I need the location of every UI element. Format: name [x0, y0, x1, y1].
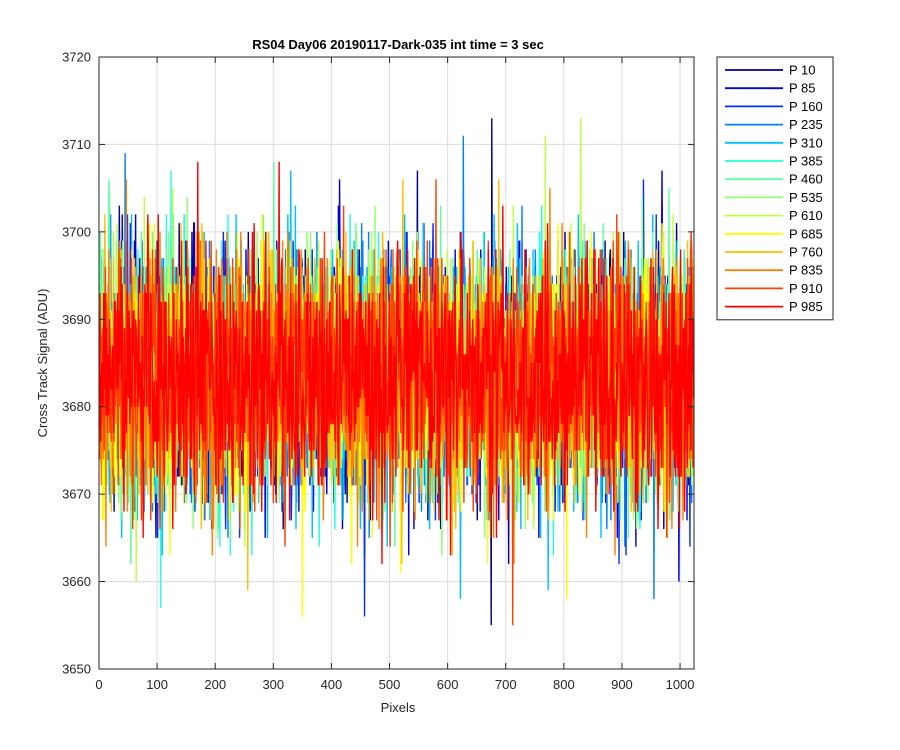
x-tick-label: 400	[321, 677, 343, 692]
plot-frame	[98, 56, 695, 670]
legend-label: P 760	[789, 245, 823, 260]
axes: 0 100 200 300 400 500 600 700 800 900 1000 3650 3660…	[62, 50, 694, 693]
x-tick-label: 700	[495, 677, 517, 692]
x-tick-label: 500	[379, 677, 401, 692]
legend-label: P 235	[789, 117, 823, 132]
x-tick-label: 800	[553, 677, 575, 692]
x-tick-label: 300	[262, 677, 284, 692]
y-tick-label: 3700	[62, 224, 91, 239]
y-axis-label: Cross Track Signal (ADU)	[35, 289, 50, 438]
x-tick-label: 1000	[666, 677, 695, 692]
legend-label: P 385	[789, 154, 823, 169]
legend-label: P 835	[789, 263, 823, 278]
legend-label: P 10	[789, 63, 816, 78]
legend-label: P 160	[789, 99, 823, 114]
legend-label: P 910	[789, 281, 823, 296]
legend-label: P 685	[789, 226, 823, 241]
x-tick-label: 100	[146, 677, 168, 692]
x-tick-label: 600	[437, 677, 459, 692]
y-tick-label: 3710	[62, 137, 91, 152]
y-tick-label: 3670	[62, 487, 91, 502]
y-tick-label: 3680	[62, 399, 91, 414]
x-tick-label: 200	[204, 677, 226, 692]
y-tick-label: 3660	[62, 574, 91, 589]
legend-label: P 310	[789, 135, 823, 150]
y-tick-label: 3690	[62, 312, 91, 327]
legend: P 10 P 85 P 160 P 235 P 310 P 385 P 460 P 535 P …	[716, 56, 834, 321]
plot-series	[99, 118, 694, 626]
x-tick-label: 0	[95, 677, 102, 692]
legend-label: P 460	[789, 172, 823, 187]
y-tick-label: 3650	[62, 662, 91, 677]
x-axis-label: Pixels	[381, 700, 416, 715]
y-tick-label: 3720	[62, 50, 91, 65]
x-tick-label: 900	[611, 677, 633, 692]
legend-label: P 85	[789, 81, 816, 96]
legend-label: P 535	[789, 190, 823, 205]
legend-label: P 985	[789, 299, 823, 314]
legend-label: P 610	[789, 208, 823, 223]
series-line-p985	[99, 161, 694, 565]
chart-title: RS04 Day06 20190117-Dark-035 int time = …	[252, 37, 544, 52]
legend-box	[716, 56, 834, 321]
